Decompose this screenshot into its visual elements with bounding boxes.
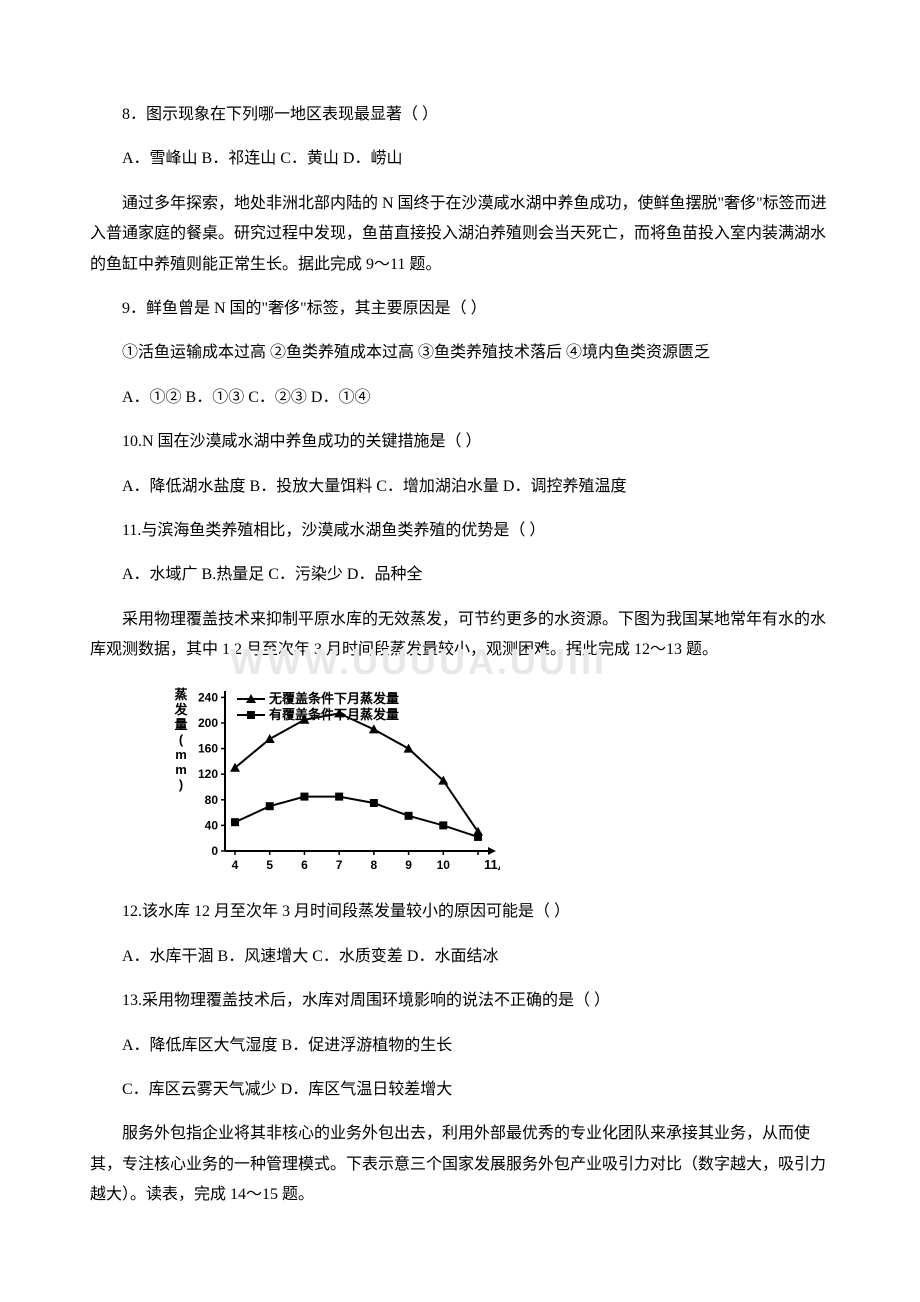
q13-options-1: A．降低库区大气湿度 B．促进浮游植物的生长 <box>90 1031 830 1061</box>
svg-text:7: 7 <box>336 858 343 872</box>
q12-options: A．水库干涸 B．风速增大 C．水质变差 D．水面结冰 <box>90 942 830 972</box>
svg-text:4: 4 <box>232 858 239 872</box>
svg-text:有覆盖条件下月蒸发量: 有覆盖条件下月蒸发量 <box>269 707 399 722</box>
svg-text:9: 9 <box>405 858 412 872</box>
svg-text:量: 量 <box>174 717 187 732</box>
svg-text:8: 8 <box>371 858 378 872</box>
passage-1: 通过多年探索，地处非洲北部内陆的 N 国终于在沙漠咸水湖中养鱼成功，使鲜鱼摆脱"… <box>90 189 830 280</box>
q8-options: A．雪峰山 B．祁连山 C．黄山 D．崂山 <box>90 144 830 174</box>
svg-text:80: 80 <box>205 793 219 807</box>
svg-text:发: 发 <box>173 702 188 717</box>
q11-text: 11.与滨海鱼类养殖相比，沙漠咸水湖鱼类养殖的优势是（ ） <box>90 516 830 546</box>
svg-text:11月份: 11月份 <box>484 857 500 872</box>
q9-options: A．①② B．①③ C．②③ D．①④ <box>90 383 830 413</box>
svg-text:10: 10 <box>437 858 451 872</box>
svg-text:160: 160 <box>198 742 218 756</box>
q8-text: 8．图示现象在下列哪一地区表现最显著（ ） <box>90 100 830 130</box>
svg-text:120: 120 <box>198 768 218 782</box>
chart-svg: 040801201602002404567891011月份蒸发量(mm)无覆盖条… <box>170 679 500 879</box>
q10-options: A．降低湖水盐度 B．投放大量饵料 C．增加湖泊水量 D．调控养殖温度 <box>90 472 830 502</box>
q10-text: 10.N 国在沙漠咸水湖中养鱼成功的关键措施是（ ） <box>90 427 830 457</box>
svg-text:200: 200 <box>198 716 218 730</box>
q13-options-2: C．库区云雾天气减少 D．库区气温日较差增大 <box>90 1075 830 1105</box>
passage-2: 采用物理覆盖技术来抑制平原水库的无效蒸发，可节约更多的水资源。下图为我国某地常年… <box>90 605 830 666</box>
q9-line2: ①活鱼运输成本过高 ②鱼类养殖成本过高 ③鱼类养殖技术落后 ④境内鱼类资源匮乏 <box>90 338 830 368</box>
svg-text:(: ( <box>179 732 184 747</box>
passage-3: 服务外包指企业将其非核心的业务外包出去，利用外部最优秀的专业化团队来承接其业务，… <box>90 1119 830 1210</box>
q11-options: A．水域广 B.热量足 C．污染少 D．品种全 <box>90 560 830 590</box>
svg-text:6: 6 <box>301 858 308 872</box>
svg-text:240: 240 <box>198 691 218 705</box>
svg-text:蒸: 蒸 <box>174 687 187 702</box>
q12-text: 12.该水库 12 月至次年 3 月时间段蒸发量较小的原因可能是（ ） <box>90 897 830 927</box>
svg-text:5: 5 <box>266 858 273 872</box>
svg-text:): ) <box>179 777 183 792</box>
svg-text:无覆盖条件下月蒸发量: 无覆盖条件下月蒸发量 <box>268 691 399 706</box>
evaporation-chart: WWW.UUUUA.UUIII 040801201602002404567891… <box>170 679 500 879</box>
q9-text: 9．鲜鱼曾是 N 国的"奢侈"标签，其主要原因是（ ） <box>90 294 830 324</box>
svg-text:m: m <box>175 747 187 762</box>
q13-text: 13.采用物理覆盖技术后，水库对周围环境影响的说法不正确的是（ ） <box>90 986 830 1016</box>
svg-text:40: 40 <box>205 819 219 833</box>
svg-text:0: 0 <box>211 844 218 858</box>
svg-text:m: m <box>175 762 187 777</box>
